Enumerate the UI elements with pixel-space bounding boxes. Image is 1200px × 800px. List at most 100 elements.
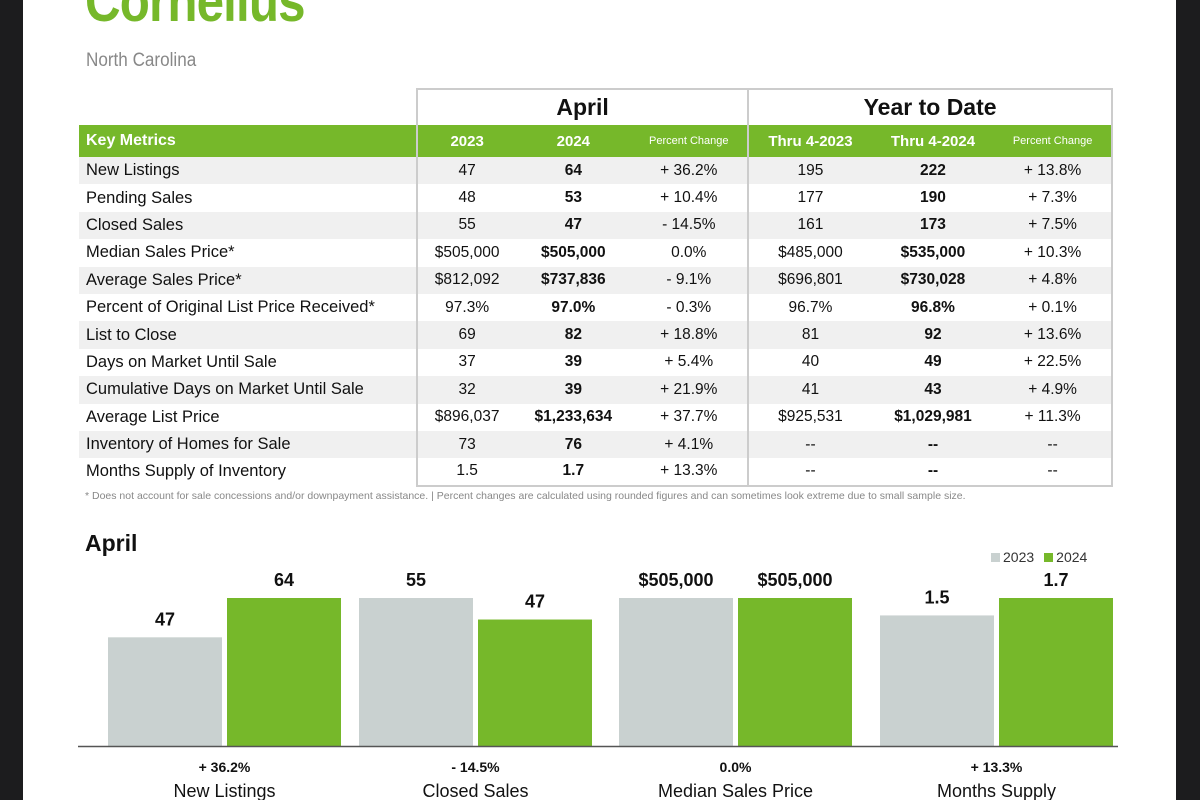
metric-value: 177 — [747, 184, 872, 212]
column-header: Key Metrics — [79, 125, 417, 157]
metric-label: List to Close — [79, 321, 417, 349]
column-header: 2023 — [415, 125, 517, 157]
bar-chart: 47 64 + 36.2% New Listings 55 47 - 14.5% Closed… — [78, 570, 1118, 800]
metric-label: Median Sales Price* — [86, 243, 235, 262]
metric-value: + 7.3% — [994, 184, 1113, 212]
metric-value: -- — [871, 458, 995, 487]
bar-value-label: 64 — [274, 570, 294, 590]
metric-value: 37 — [415, 348, 517, 377]
metric-value: $485,000 — [747, 239, 872, 267]
column-header: Thru 4-2023 — [747, 125, 872, 157]
metric-value: 97.0% — [551, 298, 596, 316]
bar-2024 — [999, 598, 1113, 746]
group-header-ytd: Year to Date — [747, 88, 1113, 125]
table-row: Pending Sales 48 53 + 10.4% 177 190 + 7.3% — [79, 184, 1113, 212]
table-row: Average Sales Price* $812,092 $737,836- 9.… — [79, 266, 1113, 294]
metric-value: $730,028 — [871, 266, 995, 294]
metric-value: $696,801 — [747, 266, 872, 294]
metric-value: + 10.4% — [660, 189, 718, 207]
metric-value: -- — [747, 430, 872, 459]
bar-value-label: $505,000 — [757, 570, 832, 590]
metric-value: 48 — [415, 184, 517, 212]
group-header-april: April — [415, 88, 750, 125]
metric-value: 81 — [747, 321, 872, 349]
bar-value-label: 47 — [155, 609, 175, 629]
metric-value: $737,836 — [516, 266, 631, 294]
bar-2023 — [359, 598, 473, 746]
table-row: Average List Price $896,037 $1,233,634 + 37… — [79, 403, 1113, 431]
table-row: Closed Sales 55 47- 14.5% 161 173 + 7.5% — [79, 211, 1113, 240]
legend-item-2023: 2023 — [991, 549, 1034, 565]
metric-value: 39 — [516, 376, 631, 404]
change-label: + 36.2% — [199, 759, 251, 775]
bar-2023 — [108, 637, 222, 746]
metric-value: 195 — [747, 157, 872, 185]
category-label: Months Supply — [937, 781, 1056, 800]
metric-value: + 18.8% — [630, 321, 749, 349]
table-row: Percent of Original List Price Received*… — [79, 293, 1113, 322]
metric-value: $1,233,634 — [534, 408, 613, 426]
metric-value: + 11.3% — [994, 403, 1113, 431]
metric-value: $925,531 — [747, 403, 872, 431]
change-label: - 14.5% — [451, 759, 500, 775]
metric-value: -- — [871, 430, 995, 459]
metric-value: 55 — [415, 211, 517, 240]
metric-value: 64 — [516, 157, 631, 185]
metric-value: $896,037 — [415, 403, 517, 431]
metric-value: + 10.3% — [994, 239, 1113, 267]
metric-value: 97.3% — [415, 293, 517, 322]
metric-value: -- — [747, 458, 872, 487]
bar-2023 — [880, 615, 994, 746]
key-metrics-table: April Year to Date Key Metrics 2023 2024 Pe… — [79, 88, 1113, 487]
metric-value: 39 — [564, 353, 582, 371]
metric-value: 82 — [516, 321, 631, 349]
chart-legend: 2023 2024 — [991, 549, 1087, 565]
metric-label: Inventory of Homes for Sale — [79, 430, 417, 459]
metric-value: + 4.8% — [994, 266, 1113, 294]
bar-value-label: 1.5 — [924, 587, 949, 607]
bar-value-label: 47 — [525, 592, 545, 612]
change-label: 0.0% — [720, 759, 752, 775]
metric-value: + 4.1% — [630, 430, 749, 459]
metric-value: 92 — [871, 321, 995, 349]
metric-value: 41 — [747, 376, 872, 404]
metric-label: New Listings — [79, 157, 417, 185]
metric-value: 73 — [415, 430, 517, 459]
metric-label: Closed Sales — [79, 211, 417, 240]
metric-value: + 36.2% — [630, 157, 749, 185]
metric-value: + 0.1% — [994, 293, 1113, 322]
metric-value: 49 — [924, 353, 942, 371]
bar-value-label: $505,000 — [638, 570, 713, 590]
metric-value: 222 — [871, 157, 995, 185]
footnote: * Does not account for sale concessions … — [85, 490, 966, 502]
table-row: Inventory of Homes for Sale 73 76 + 4.1% -- -… — [79, 430, 1113, 459]
metric-value: 0.0% — [671, 243, 707, 261]
metric-value: 43 — [871, 376, 995, 404]
bar-2024 — [227, 598, 341, 746]
metric-value: + 22.5% — [994, 348, 1113, 377]
column-header: 2024 — [516, 125, 631, 157]
metric-value: 69 — [415, 321, 517, 349]
metric-value: $1,029,981 — [894, 408, 972, 426]
metric-value: + 13.8% — [994, 157, 1113, 185]
category-label: Closed Sales — [422, 781, 528, 800]
metric-value: 173 — [871, 211, 995, 240]
metric-value: -- — [994, 458, 1113, 487]
metric-value: $505,000 — [541, 243, 606, 261]
legend-swatch — [991, 553, 1000, 562]
metric-value: -- — [994, 430, 1113, 459]
metric-value: - 14.5% — [630, 211, 749, 240]
table-row: New Listings 47 64 + 36.2% 195 222 + 13.8% — [79, 157, 1113, 185]
report-page: Cornelius North Carolina April Year to D… — [23, 0, 1176, 800]
column-header: Percent Change — [630, 125, 749, 157]
metric-value: - 0.3% — [666, 298, 712, 316]
metric-value: 190 — [920, 189, 946, 207]
metric-value: + 13.3% — [630, 458, 749, 487]
metric-label: Months Supply of Inventory — [86, 462, 286, 481]
metric-value: $812,092 — [415, 266, 517, 294]
bar-2024 — [738, 598, 852, 746]
bar-value-label: 55 — [406, 570, 426, 590]
metric-label: Pending Sales — [86, 188, 193, 207]
bar-2024 — [478, 619, 592, 746]
metric-value: 96.7% — [747, 293, 872, 322]
